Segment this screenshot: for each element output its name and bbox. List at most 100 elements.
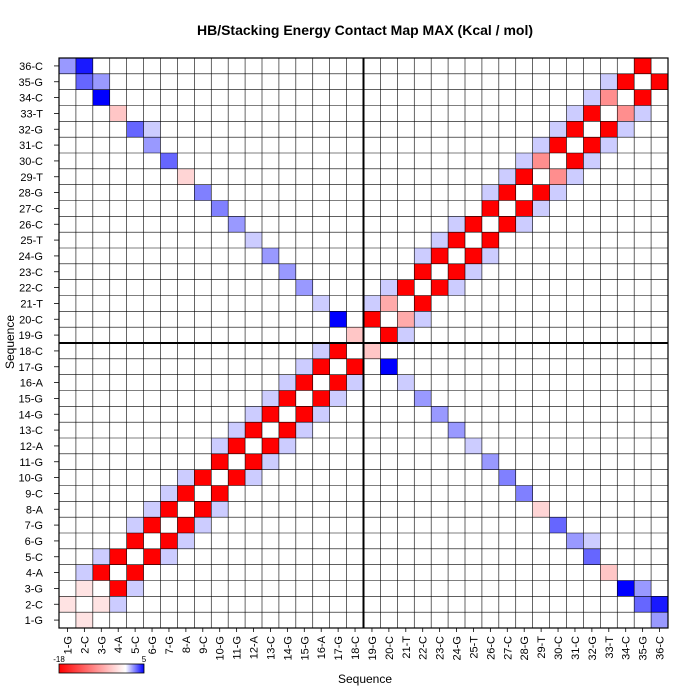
heatmap-cell [109,596,127,613]
heatmap-cell [160,533,178,549]
heatmap-cell [126,533,144,549]
y-tick-label: 2-C [25,599,43,611]
x-tick-label: 20-C [384,636,396,660]
x-tick-label: 9-C [198,636,210,654]
y-tick-label: 3-G [25,583,43,595]
heatmap-cell [617,580,635,597]
heatmap-cell [414,263,432,280]
y-tick-label: 14-G [19,409,43,421]
heatmap-cell [481,248,499,264]
x-tick-label: 6-G [147,636,159,654]
colorbar [58,663,145,674]
heatmap-cell [194,517,212,533]
heatmap-cell [92,73,110,90]
heatmap-cell [465,438,482,454]
heatmap-cell [160,501,178,518]
x-tick-label: 14-G [282,636,294,660]
x-tick-label: 30-C [553,636,565,660]
heatmap-cell [245,453,262,470]
x-tick-label: 11-G [232,636,244,660]
heatmap-cell [262,390,279,407]
y-tick-label: 25-T [20,235,43,247]
y-tick-label: 19-G [19,330,43,342]
heatmap-cell [75,58,93,74]
heatmap-cell [481,232,499,248]
x-tick-label: 2-C [79,636,91,654]
y-tick-label: 7-G [25,520,43,532]
heatmap-cell [465,248,482,264]
heatmap-cell [448,232,465,248]
x-tick-label: 24-G [452,636,464,660]
heatmap-cell [566,105,584,122]
heatmap-cell [465,216,482,233]
heatmap-cell [566,121,584,138]
x-tick-label: 7-G [164,636,176,654]
y-tick-label: 26-C [19,219,43,231]
heatmap-cell [262,248,279,264]
heatmap-cell [549,121,567,138]
x-tick-label: 23-C [435,636,447,660]
colorbar-min-label: -18 [53,655,65,664]
x-tick-label: 4-A [113,635,125,653]
heatmap-cell [651,596,668,613]
x-tick-label: 8-A [181,635,193,653]
heatmap-cell [194,469,212,486]
heatmap-cell [448,216,465,233]
heatmap-cell [295,422,313,438]
heatmap-cell [600,121,618,138]
heatmap-cell [109,548,127,565]
heatmap-cell [329,311,347,328]
heatmap-cell [211,438,229,454]
heatmap-cell [295,374,313,391]
heatmap-cell [498,216,516,233]
y-tick-label: 31-C [19,140,43,152]
heatmap-cells [59,58,668,628]
heatmap-cell [498,168,516,185]
heatmap-cell [59,58,76,74]
heatmap-cell [177,168,195,185]
heatmap-cell [515,216,533,233]
heatmap-cell [498,184,516,201]
heatmap-cell [448,279,465,296]
heatmap-cell [448,422,465,438]
heatmap-cell [346,358,364,375]
x-axis-label: Sequence [338,672,392,686]
heatmap-cell [92,564,110,581]
heatmap-cell [211,200,229,217]
heatmap-cell [177,517,195,533]
heatmap-cell [634,105,652,122]
y-tick-labels: 1-G 2-C 3-G 4-A 5-C 6-G 7-G 8-A 9-C 10-G 11-G 12-A 1… [19,61,59,627]
y-tick-label: 23-C [19,267,43,279]
heatmap-cell [92,548,110,565]
x-tick-label: 22-C [418,636,430,660]
heatmap-cell [397,311,415,328]
y-tick-label: 5-C [25,552,43,564]
x-tick-label: 13-C [265,636,277,660]
heatmap-cell [278,390,296,407]
heatmap-cell [278,374,296,391]
y-tick-label: 17-G [19,362,43,374]
heatmap-cell [228,422,246,438]
heatmap-cell [532,184,550,201]
heatmap-cell [481,184,499,201]
heatmap-cell [312,406,330,423]
x-tick-label: 26-C [485,636,497,660]
heatmap-cell [295,406,313,423]
x-tick-label: 31-C [570,636,582,660]
heatmap-cell [634,580,652,597]
heatmap-cell [414,311,432,328]
heatmap-cell [126,564,144,581]
heatmap-cell [143,517,161,533]
y-tick-label: 6-G [25,536,43,548]
heatmap-cell [329,390,347,407]
y-tick-label: 9-C [25,488,43,500]
x-tick-label: 3-G [96,636,108,654]
y-axis-label: Sequence [3,315,17,369]
heatmap-cell [245,232,262,248]
x-tick-label: 12-A [249,635,261,659]
heatmap-cell [532,501,550,518]
heatmap-cell [481,200,499,217]
heatmap-cell [228,469,246,486]
y-tick-label: 27-C [19,203,43,215]
